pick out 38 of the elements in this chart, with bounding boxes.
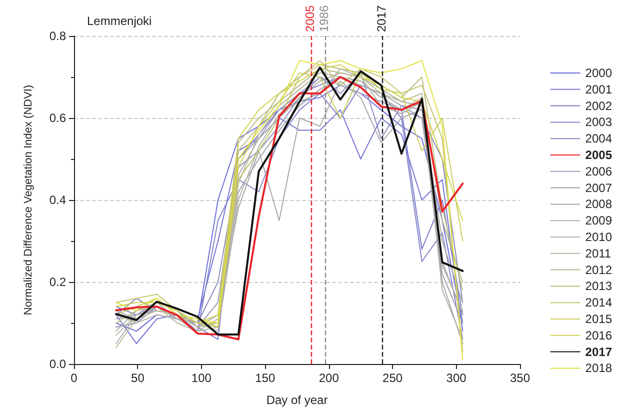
- y-tick-label: 0.2: [49, 275, 66, 289]
- legend-label: 2002: [585, 98, 612, 113]
- legend-label: 2014: [585, 296, 612, 310]
- x-tick-label: 250: [382, 371, 403, 385]
- x-axis-title: Day of year: [266, 393, 328, 407]
- x-tick-label: 300: [446, 371, 467, 385]
- y-tick-label: 0.4: [49, 193, 66, 207]
- x-tick-label: 100: [191, 371, 212, 385]
- y-tick-label: 0.8: [49, 29, 66, 43]
- legend-label: 2011: [585, 246, 612, 260]
- y-axis-title: Normalized Difference Vegetation Index (NDVI): [22, 84, 34, 316]
- legend-label: 2013: [585, 279, 612, 294]
- legend-label: 2008: [585, 197, 612, 212]
- annotation: 1986: [317, 4, 332, 32]
- legend-label: 2005: [585, 148, 612, 162]
- x-tick-label: 350: [510, 371, 530, 385]
- legend-label: 2010: [585, 230, 612, 244]
- annotation: 2017: [374, 4, 388, 32]
- legend-label: 2007: [585, 180, 612, 195]
- legend-label: 2017: [585, 344, 612, 359]
- legend-label: 2006: [585, 164, 612, 178]
- x-tick-label: 0: [70, 371, 78, 385]
- legend-label: 2004: [585, 132, 612, 146]
- chart-title: Lemmenjoki: [87, 14, 152, 28]
- legend-label: 2009: [585, 214, 612, 228]
- legend-label: 2001: [585, 82, 612, 96]
- legend-label: 2003: [585, 115, 612, 130]
- y-tick-label: 0.6: [49, 111, 66, 125]
- annotation: 2005: [303, 4, 318, 32]
- x-tick-label: 50: [131, 371, 145, 385]
- legend-label: 2016: [585, 328, 612, 342]
- legend-label: 2000: [585, 66, 612, 80]
- legend-label: 2018: [585, 361, 612, 376]
- x-tick-label: 200: [318, 371, 340, 385]
- legend-label: 2015: [585, 312, 612, 326]
- y-tick-label: 0.0: [49, 357, 66, 371]
- x-tick-label: 150: [255, 371, 276, 385]
- legend-label: 2012: [585, 262, 612, 277]
